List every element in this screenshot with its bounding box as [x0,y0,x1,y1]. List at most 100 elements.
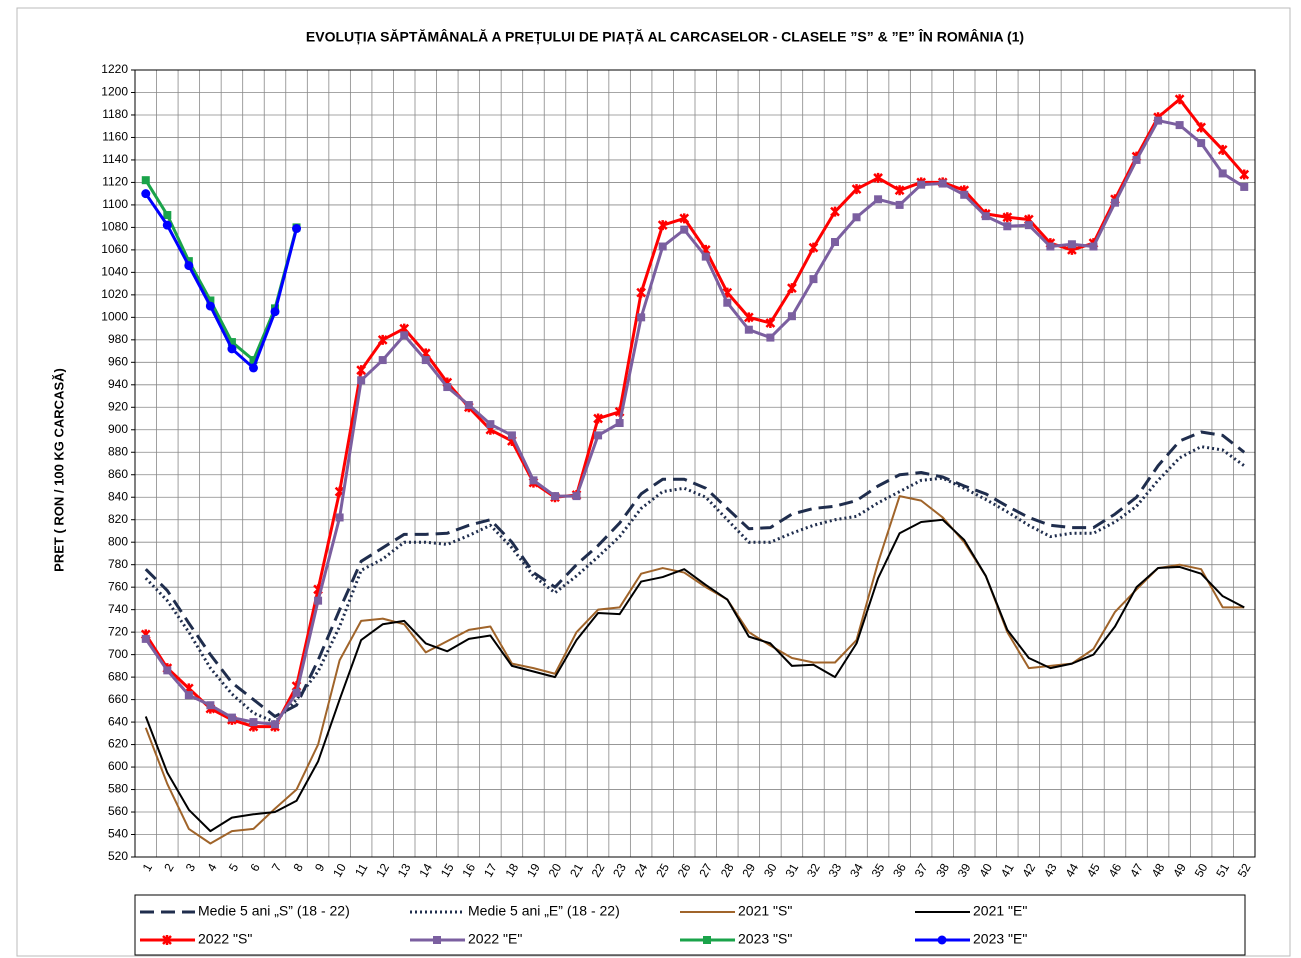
marker [357,376,366,385]
marker [808,242,819,253]
y-tick-label: 800 [108,534,128,548]
x-tick-label: 29 [739,861,758,880]
y-tick-label: 1080 [101,220,128,234]
marker [335,513,344,522]
y-tick-label: 1100 [102,197,128,211]
y-tick-label: 680 [108,669,128,683]
marker [960,190,969,199]
marker [227,344,237,354]
marker [874,195,883,204]
plot-border [134,69,1256,858]
x-tick-label: 37 [912,861,931,880]
x-tick-label: 4 [204,861,220,874]
x-tick-label: 27 [696,861,715,880]
y-tick-label: 1120 [102,175,128,189]
legend-label: 2021 "E" [973,903,1027,919]
marker [1111,198,1119,207]
y-tick-label: 820 [108,512,128,526]
x-tick-label: 14 [416,861,435,880]
x-tick-label: 13 [395,861,414,880]
legend-label: 2022 "E" [468,931,522,947]
x-tick-label: 40 [976,861,995,880]
y-tick-label: 720 [108,624,128,638]
x-tick-label: 39 [955,861,974,880]
y-tick-label: 660 [108,692,128,706]
marker [787,312,796,321]
marker [292,688,301,697]
y-tick-label: 780 [108,557,128,571]
x-tick-label: 6 [247,861,263,874]
y-tick-label: 1000 [101,310,128,324]
marker [723,298,732,307]
marker [703,936,711,944]
x-tick-label: 31 [782,861,801,880]
x-tick-label: 7 [269,861,285,874]
series-line [144,119,1246,726]
marker [917,180,926,189]
x-tick-label: 44 [1062,861,1081,880]
marker [377,334,388,345]
marker [809,275,818,284]
marker [507,431,516,440]
series-line [144,495,1245,845]
marker [529,476,538,485]
y-tick-label: 1060 [101,242,128,256]
x-tick-label: 24 [632,861,651,880]
x-tick-label: 33 [826,861,845,880]
x-tick-label: 42 [1019,861,1038,880]
legend-label: 2023 "E" [973,931,1027,947]
x-tick-label: 2 [161,861,177,874]
marker [1132,155,1141,164]
marker [937,935,947,945]
marker [163,666,172,675]
marker [680,225,689,234]
marker [433,936,441,944]
x-tick-label: 49 [1170,861,1189,880]
marker [1002,212,1013,223]
marker [184,261,194,271]
x-tick-label: 22 [589,861,608,880]
y-tick-label: 860 [108,467,128,481]
marker [1174,94,1185,105]
series-line [144,445,1246,724]
marker [938,179,947,188]
marker [270,307,280,317]
marker [271,720,279,729]
marker [1067,240,1076,249]
marker [249,356,258,365]
legend-label: Medie 5 ani „S” (18 - 22) [198,903,350,919]
marker [205,301,215,311]
x-tick-label: 43 [1041,861,1060,880]
marker [895,200,904,209]
x-tick-label: 46 [1106,861,1125,880]
y-tick-label: 840 [108,489,128,503]
x-tick-label: 50 [1192,861,1211,880]
y-tick-label: 700 [108,647,128,661]
x-tick-label: 16 [459,861,478,880]
x-tick-label: 34 [847,861,866,880]
y-tick-label: 580 [108,782,128,796]
marker [292,224,302,234]
marker [1239,169,1250,180]
x-tick-label: 25 [653,861,672,880]
marker [141,189,151,199]
legend-label: 2022 "S" [198,931,252,947]
y-tick-label: 1220 [101,62,128,76]
x-tick-label: 15 [438,861,457,880]
y-tick-label: 560 [108,804,128,818]
y-tick-label: 600 [108,759,128,773]
x-tick-label: 32 [804,861,823,880]
y-tick-label: 940 [108,377,128,391]
marker [1218,169,1227,178]
legend-box [134,894,1246,956]
x-tick-label: 21 [567,861,586,880]
x-tick-label: 26 [675,861,694,880]
marker [400,331,409,340]
legend-label: 2021 "S" [738,903,792,919]
marker [314,596,323,605]
x-tick-label: 17 [481,861,500,880]
y-tick-label: 1020 [101,287,128,301]
marker [486,420,495,429]
x-tick-label: 20 [546,861,565,880]
marker [1003,222,1012,231]
